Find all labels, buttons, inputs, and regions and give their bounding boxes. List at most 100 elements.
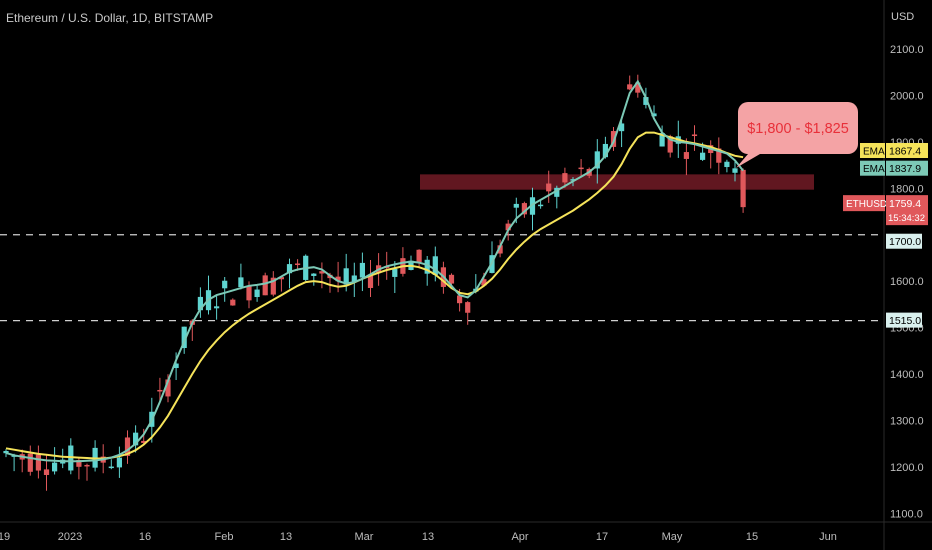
candle-body	[627, 84, 633, 90]
callout-box	[738, 102, 858, 154]
candle-body	[116, 457, 122, 468]
ema-fast-badge: EMA 1837.9	[860, 160, 928, 176]
candle-body	[43, 469, 50, 475]
time-tick-label: Jun	[819, 531, 837, 543]
candle-body	[311, 273, 317, 276]
candle-body	[424, 259, 430, 274]
candle-body	[691, 134, 698, 137]
time-tick-label: 2023	[58, 531, 82, 543]
price-tick-label: 1300.0	[890, 415, 924, 427]
candle-body	[497, 245, 503, 254]
candle-body	[181, 326, 187, 349]
price-badge: ETHUSD 1759.4 15:34:32	[843, 195, 928, 226]
price-tick-label: 1200.0	[890, 462, 924, 474]
price-badge-label-bg	[843, 195, 885, 212]
candle-body	[635, 82, 641, 93]
candle-body	[270, 277, 276, 295]
time-tick-label: Apr	[511, 531, 528, 543]
candle-body	[448, 274, 455, 284]
time-tick-label: 13	[280, 531, 292, 543]
ema-fast-line	[5, 79, 744, 463]
candle-body	[295, 263, 301, 266]
ema-layer	[5, 79, 744, 463]
candle-body	[35, 454, 41, 471]
candle-body	[521, 203, 527, 215]
candle-body	[108, 466, 114, 469]
price-badge-value-bg	[886, 195, 928, 226]
level-badge-value: 1700.0	[889, 236, 921, 248]
candle-body	[700, 152, 706, 160]
candle-body	[513, 203, 519, 208]
candle-body	[262, 275, 268, 296]
candle-body	[214, 306, 220, 309]
price-tick-label: 1600.0	[890, 276, 924, 288]
candle-body	[197, 296, 203, 311]
candle-body	[3, 450, 9, 454]
candle-body	[351, 275, 357, 283]
price-badges: EMA 1867.4 EMA 1837.9 ETHUSD 1759.4 15:34:32 17…	[843, 142, 928, 328]
candle-body	[651, 113, 657, 117]
price-badge-label: ETHUSD	[846, 199, 887, 210]
candle-body	[562, 173, 568, 183]
resistance-zone-layer	[420, 174, 814, 190]
time-tick-label: 19	[0, 531, 10, 543]
candle-body	[133, 432, 139, 446]
candle-body	[246, 285, 252, 301]
time-tick-label: Feb	[215, 531, 234, 543]
candle-body	[27, 453, 33, 472]
candle-body	[578, 167, 584, 170]
candle-body	[165, 379, 171, 397]
candle-body	[538, 204, 544, 207]
candle-body	[732, 168, 738, 173]
resistance-zone	[420, 174, 814, 190]
callout-pointer	[736, 154, 760, 168]
ema-slow-badge: EMA 1867.4	[860, 142, 928, 158]
candle-body	[602, 143, 608, 158]
candle-body	[141, 440, 147, 443]
price-badge-value: 1759.4	[889, 198, 921, 210]
candle-body	[457, 295, 463, 304]
badge-value: 1867.4	[889, 145, 921, 157]
price-tick-label: 2100.0	[890, 44, 924, 56]
price-tick-label: 1100.0	[890, 508, 923, 520]
candle-body	[465, 302, 471, 313]
candle-body	[594, 151, 600, 169]
time-tick-label: 16	[139, 531, 151, 543]
badge-label: EMA	[863, 164, 885, 175]
candle-body	[230, 299, 236, 306]
candle-body	[740, 169, 746, 208]
badge-label: EMA	[863, 146, 885, 157]
candle-body	[84, 464, 90, 467]
candle-body	[238, 277, 244, 288]
candle-body	[319, 271, 325, 274]
candle-body	[76, 459, 82, 467]
badge-label-bg	[860, 142, 885, 158]
badge-value-bg	[886, 142, 928, 158]
time-tick-label: 15	[746, 531, 758, 543]
candle-body	[335, 276, 341, 282]
candle-body	[554, 187, 560, 197]
price-tick-label: 2000.0	[890, 90, 924, 102]
candle-body	[481, 279, 487, 286]
candle-body	[286, 264, 293, 274]
price-tick-label: 1400.0	[890, 369, 924, 381]
candle-body	[667, 136, 673, 153]
callout-text: $1,800 - $1,825	[747, 121, 849, 137]
level-badge-value: 1515.0	[889, 315, 921, 327]
time-tick-label: Mar	[355, 531, 374, 543]
candle-body	[359, 262, 365, 278]
time-tick-label: May	[662, 531, 683, 543]
candle-body	[173, 363, 179, 369]
candle-body	[52, 462, 58, 472]
time-axis[interactable]: 19 2023 16 Feb 13 Mar 13 Apr 17 May 15 Jun	[0, 531, 837, 543]
ema-slow-line	[5, 131, 744, 460]
candle-body	[367, 275, 374, 288]
price-tick-label: 1800.0	[890, 183, 924, 195]
candle-body	[716, 148, 722, 163]
candle-body	[683, 152, 689, 159]
candle-body	[222, 280, 228, 289]
badge-label-bg	[860, 160, 885, 176]
level-badge-bg	[886, 233, 922, 249]
candle-body	[392, 268, 398, 277]
